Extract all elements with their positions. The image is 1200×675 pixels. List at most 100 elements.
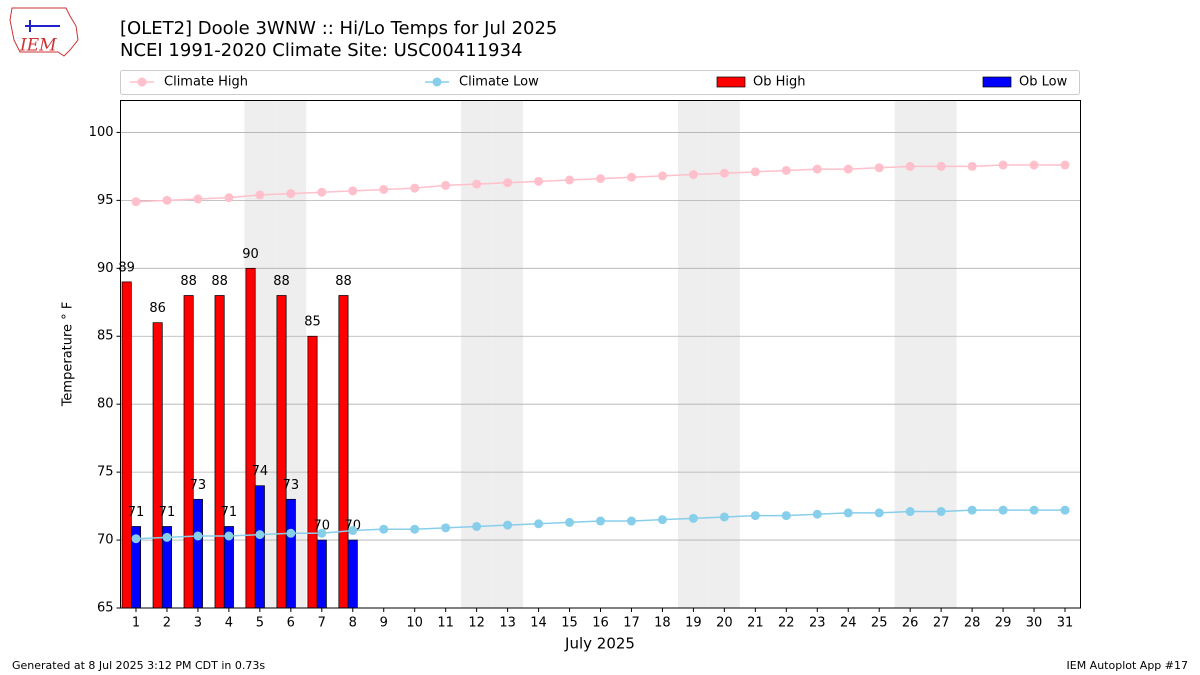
weekend-shade xyxy=(461,100,493,608)
marker xyxy=(348,186,358,196)
value-label: 89 xyxy=(118,260,135,275)
x-tick-label: 31 xyxy=(1057,616,1074,631)
marker xyxy=(843,164,853,174)
bar xyxy=(276,295,287,609)
value-label: 73 xyxy=(190,478,207,493)
value-label: 85 xyxy=(304,315,321,330)
marker xyxy=(131,534,141,544)
x-tick-label: 16 xyxy=(592,616,609,631)
x-tick-label: 1 xyxy=(132,616,140,631)
legend-label: Ob High xyxy=(753,75,806,90)
footer-left: Generated at 8 Jul 2025 3:12 PM CDT in 0… xyxy=(12,659,265,672)
x-tick-label: 26 xyxy=(902,616,919,631)
value-label: 70 xyxy=(314,519,331,534)
bar xyxy=(121,281,132,609)
x-tick-label: 22 xyxy=(778,616,795,631)
marker xyxy=(1029,505,1039,515)
marker xyxy=(781,165,791,175)
y-tick-label: 95 xyxy=(97,193,114,208)
x-tick-label: 29 xyxy=(995,616,1012,631)
x-tick-label: 28 xyxy=(964,616,981,631)
marker xyxy=(379,524,389,534)
x-tick-label: 6 xyxy=(287,616,295,631)
weekend-shade xyxy=(925,100,957,608)
x-tick-label: 4 xyxy=(225,616,233,631)
plot-frame xyxy=(120,100,1081,609)
value-label: 86 xyxy=(149,301,166,316)
bar xyxy=(245,267,256,609)
marker xyxy=(317,528,327,538)
marker xyxy=(162,195,172,205)
marker xyxy=(534,176,544,186)
y-tick-label: 65 xyxy=(97,601,114,616)
marker xyxy=(317,187,327,197)
y-tick-label: 90 xyxy=(97,261,114,276)
marker xyxy=(967,505,977,515)
marker xyxy=(936,507,946,517)
x-tick-label: 11 xyxy=(437,616,454,631)
marker xyxy=(812,509,822,519)
marker xyxy=(131,197,141,207)
legend-label: Ob Low xyxy=(1019,75,1068,90)
marker xyxy=(472,179,482,189)
value-label: 88 xyxy=(180,274,197,289)
value-label: 73 xyxy=(283,478,300,493)
footer-right: IEM Autoplot App #17 xyxy=(1067,659,1189,672)
marker xyxy=(565,517,575,527)
legend-marker xyxy=(432,77,442,87)
bar xyxy=(347,539,358,609)
x-tick-label: 15 xyxy=(561,616,578,631)
marker xyxy=(626,172,636,182)
marker xyxy=(874,163,884,173)
logo: IEM xyxy=(9,7,79,57)
marker xyxy=(193,194,203,204)
bar xyxy=(192,498,203,609)
marker xyxy=(224,531,234,541)
bar xyxy=(152,322,163,609)
marker xyxy=(596,516,605,526)
chart-subtitle: NCEI 1991-2020 Climate Site: USC00411934 xyxy=(120,40,522,61)
marker xyxy=(750,511,760,521)
x-tick-label: 24 xyxy=(840,616,857,631)
marker xyxy=(503,178,513,188)
marker xyxy=(410,183,420,193)
value-label: 88 xyxy=(335,274,352,289)
marker xyxy=(998,505,1008,515)
marker xyxy=(1029,160,1039,170)
x-tick-label: 2 xyxy=(163,616,171,631)
marker xyxy=(410,524,420,534)
marker xyxy=(688,170,698,180)
y-tick-label: 80 xyxy=(97,397,114,412)
x-tick-label: 30 xyxy=(1026,616,1043,631)
marker xyxy=(998,160,1008,170)
x-tick-label: 25 xyxy=(871,616,888,631)
marker xyxy=(688,513,698,523)
value-label: 71 xyxy=(221,505,238,520)
bar xyxy=(214,295,225,609)
marker xyxy=(967,161,977,171)
bar xyxy=(183,295,194,609)
x-tick-label: 14 xyxy=(530,616,547,631)
value-label: 90 xyxy=(242,247,259,262)
marker xyxy=(1060,160,1070,170)
bar xyxy=(316,539,327,609)
value-label: 74 xyxy=(252,464,269,479)
marker xyxy=(719,168,729,178)
x-tick-label: 23 xyxy=(809,616,826,631)
marker xyxy=(224,193,234,203)
y-tick-label: 75 xyxy=(97,465,114,480)
x-tick-label: 3 xyxy=(194,616,202,631)
legend-label: Climate Low xyxy=(459,75,539,90)
marker xyxy=(193,531,203,541)
marker xyxy=(843,508,853,518)
legend-label: Climate High xyxy=(164,75,248,90)
marker xyxy=(503,520,513,530)
y-tick-label: 70 xyxy=(97,533,114,548)
marker xyxy=(534,519,544,529)
marker xyxy=(255,190,265,200)
x-tick-label: 21 xyxy=(747,616,764,631)
weekend-shade xyxy=(492,100,524,608)
legend-box xyxy=(120,70,1080,95)
marker xyxy=(1060,505,1070,515)
